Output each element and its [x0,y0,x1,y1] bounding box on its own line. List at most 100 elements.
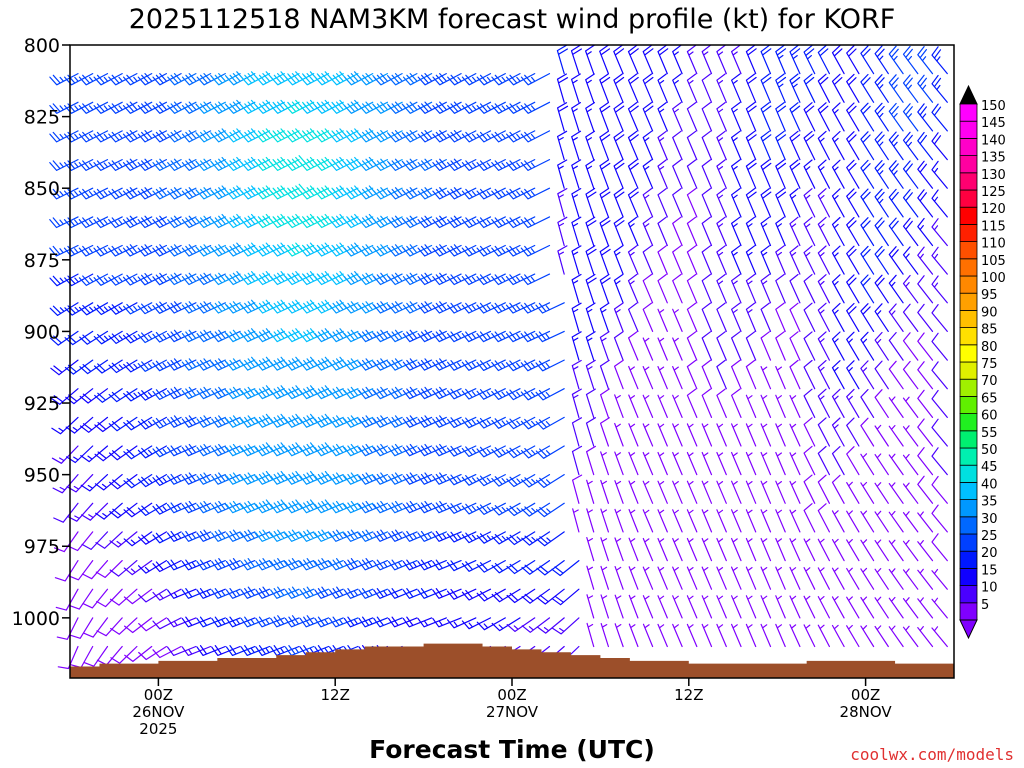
wind-barb [627,159,639,189]
wind-barb [931,418,948,447]
wind-barb [79,330,109,345]
colorbar-label: 140 [981,133,1006,148]
wind-barb [520,187,551,200]
wind-barb [50,359,79,376]
wind-barb [731,159,742,189]
wind-barb [686,509,698,533]
wind-barb [874,596,889,619]
y-tick-label: 850 [24,178,60,200]
wind-barb [888,482,904,504]
wind-barb [600,451,609,476]
wind-barb [55,588,79,611]
wind-barb [803,595,816,619]
wind-barb [535,388,565,401]
wind-barb [760,423,772,447]
wind-barb [931,504,948,533]
wind-barb [585,216,597,247]
wind-barb [628,423,639,447]
colorbar-label: 135 [981,151,1006,166]
wind-barb [931,103,948,132]
wind-barb [123,416,153,431]
y-tick-label: 950 [24,465,60,487]
colorbar-label: 35 [981,495,998,510]
wind-barb [731,216,742,247]
wind-barb [860,417,875,447]
wind-barb [745,216,757,247]
colorbar-label: 30 [981,512,998,527]
wind-barb [803,188,816,218]
wind-barb [642,44,654,75]
wind-barb [551,617,580,635]
wind-barb [299,99,330,114]
wind-barb [760,130,772,161]
wind-barb [628,566,639,590]
wind-barb [95,560,123,578]
wind-barb [803,417,816,447]
wind-barb [789,394,801,418]
wind-barb [551,588,580,606]
wind-barb [672,394,683,418]
wind-barb [123,445,153,460]
wind-barb [701,623,713,648]
wind-barb [860,131,875,161]
wind-barb [672,509,683,533]
wind-barb [716,245,727,275]
wind-barb [874,102,889,132]
wind-barb [329,71,359,86]
wind-barb [642,566,654,590]
wind-barb [63,73,94,86]
wind-barb [931,218,948,247]
wind-barb [78,273,109,286]
wind-barb [888,332,904,361]
wind-barb [613,302,624,332]
wind-barb [789,130,801,161]
y-tick-label: 825 [24,107,60,129]
wind-barb [137,101,167,114]
colorbar-label: 145 [981,116,1006,131]
wind-barb [917,189,934,218]
wind-barb [672,480,683,504]
wind-barb [358,101,388,114]
wind-barb [586,508,595,533]
watermark: coolwx.com/models [850,745,1014,764]
colorbar-segment [959,309,978,328]
wind-barb [902,597,919,619]
wind-barb [226,71,256,86]
wind-barb [211,101,241,114]
wind-barb [831,331,845,361]
wind-barb [716,423,727,447]
y-tick-label: 800 [24,35,60,57]
wind-barb [51,445,79,464]
wind-barb [686,130,698,161]
wind-barb [931,46,948,75]
wind-barb [701,44,713,75]
wind-barb [196,73,226,86]
wind-barb [775,366,786,390]
wind-barb [775,331,786,361]
wind-barb [775,566,786,590]
wind-barb [657,245,668,275]
colorbar-segment [959,258,978,277]
wind-barb [902,453,919,476]
wind-barb [731,245,742,275]
wind-barb [69,588,94,610]
wind-barb [846,302,860,332]
wind-barb [745,188,757,218]
wind-barb [846,446,860,476]
colorbar-label: 60 [981,409,998,424]
wind-barb [491,474,521,487]
wind-barb [902,332,919,361]
wind-barb [701,451,713,476]
wind-barb [642,159,654,189]
wind-barb [701,566,713,590]
wind-barb [476,73,506,86]
wind-barb [831,45,845,75]
wind-barb [642,130,654,161]
wind-barb [902,625,919,648]
wind-barb [716,566,727,590]
wind-barb [599,73,611,103]
wind-barb [672,44,683,75]
wind-barb [536,560,565,576]
wind-barb [745,273,757,304]
wind-barb [831,538,845,562]
